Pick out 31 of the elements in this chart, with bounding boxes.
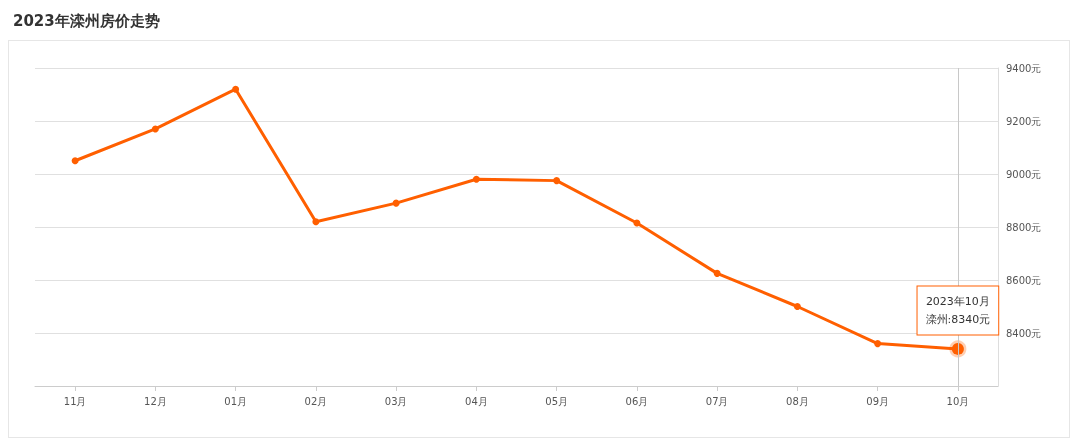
y-tick-label: 8800元 (1006, 221, 1042, 233)
y-tick-label: 9200元 (1006, 115, 1042, 127)
x-tick-label: 10月 (946, 395, 970, 407)
annotation: 2023年10月 (925, 294, 990, 308)
y-tick-label: 8600元 (1006, 274, 1042, 286)
y-tick-label: 9400元 (1006, 62, 1042, 74)
x-tick-label: 01月 (224, 395, 247, 407)
point (312, 218, 320, 226)
point (874, 340, 882, 348)
x-tick-label: 07月 (705, 395, 729, 407)
y-tick-label: 8400元 (1006, 327, 1042, 339)
point (392, 199, 400, 207)
y-tick-label: 9000元 (1006, 168, 1042, 180)
chart-title: 2023年滦州房价走势 (13, 11, 160, 30)
point (713, 269, 721, 277)
point (793, 303, 801, 310)
x-tick-label: 04月 (465, 395, 488, 407)
x-tick-label: 05月 (545, 395, 568, 407)
x-tick-label: 11月 (63, 395, 87, 407)
x-tick-label: 09月 (866, 395, 889, 407)
x-tick-label: 03月 (384, 395, 408, 407)
x-tick-label: 08月 (786, 395, 809, 407)
point (232, 85, 240, 93)
point (472, 175, 480, 183)
x-tick-label: 12月 (144, 395, 167, 407)
x-tick-label: 06月 (625, 395, 649, 407)
point (151, 125, 159, 133)
annotation: 滦州:8340元 (925, 312, 991, 326)
point (553, 177, 561, 185)
point (71, 157, 79, 165)
x-tick-label: 02月 (304, 395, 328, 407)
